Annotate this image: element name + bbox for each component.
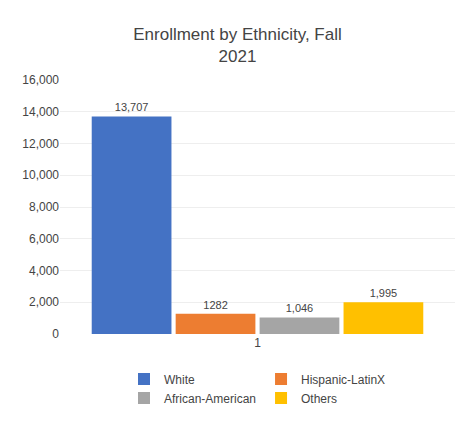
svg-text:Hispanic-LatinX: Hispanic-LatinX xyxy=(301,373,385,387)
svg-text:1,995: 1,995 xyxy=(370,287,398,299)
svg-text:White: White xyxy=(164,373,195,387)
svg-text:Enrollment by Ethnicity, Fall2: Enrollment by Ethnicity, Fall2021 xyxy=(133,25,341,66)
svg-text:African-American: African-American xyxy=(164,392,256,406)
svg-text:8,000: 8,000 xyxy=(29,200,59,214)
svg-text:Others: Others xyxy=(301,392,337,406)
svg-text:0: 0 xyxy=(52,327,59,341)
svg-text:16,000: 16,000 xyxy=(22,73,59,87)
svg-text:6,000: 6,000 xyxy=(29,232,59,246)
svg-text:1: 1 xyxy=(254,336,261,350)
svg-text:10,000: 10,000 xyxy=(22,168,59,182)
svg-text:1282: 1282 xyxy=(203,299,227,311)
svg-text:2,000: 2,000 xyxy=(29,295,59,309)
svg-text:12,000: 12,000 xyxy=(22,137,59,151)
svg-text:14,000: 14,000 xyxy=(22,105,59,119)
svg-text:13,707: 13,707 xyxy=(115,101,149,113)
svg-text:4,000: 4,000 xyxy=(29,264,59,278)
svg-text:1,046: 1,046 xyxy=(286,302,314,314)
